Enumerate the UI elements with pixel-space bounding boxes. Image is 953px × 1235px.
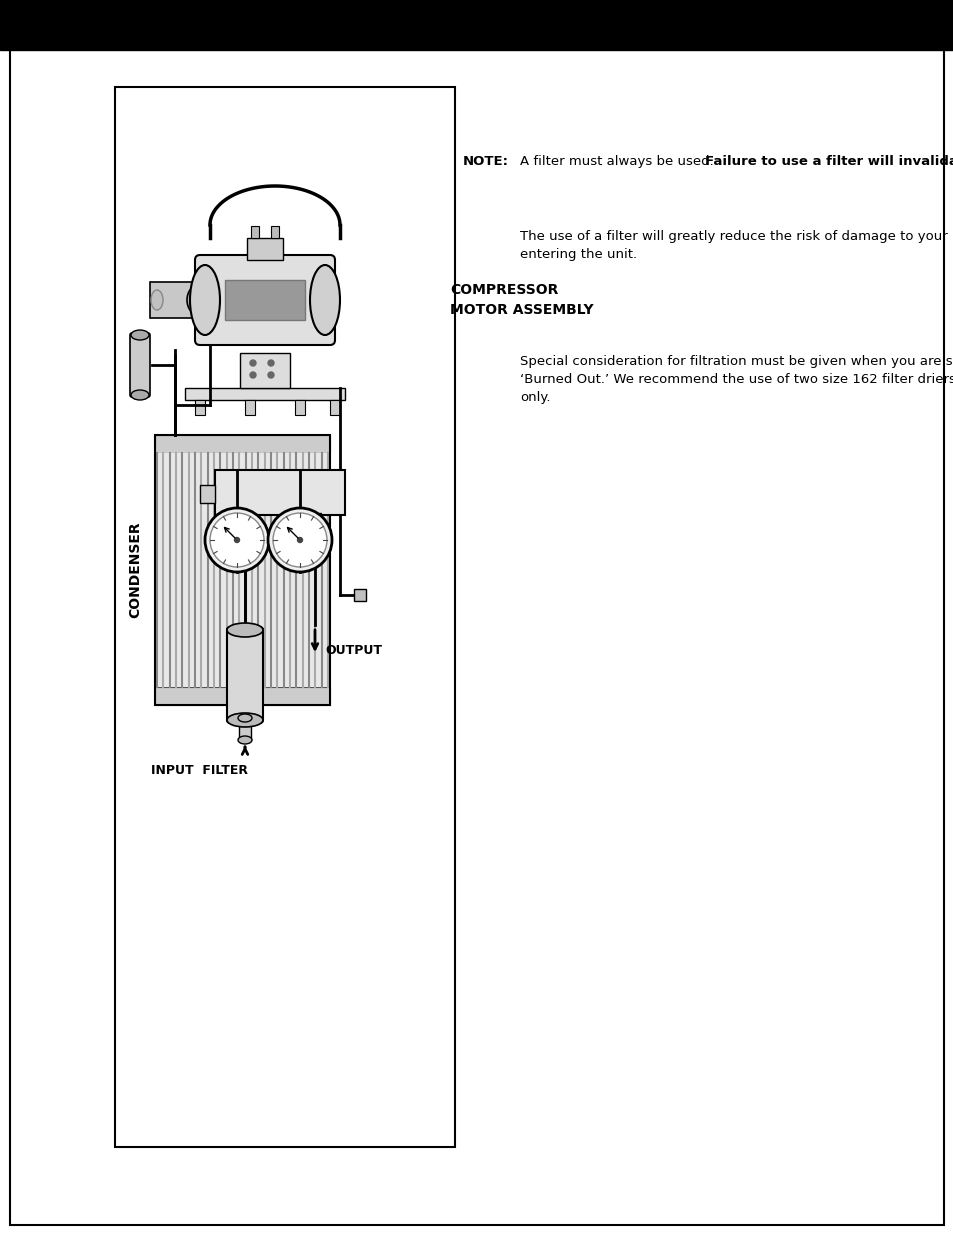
Bar xyxy=(185,388,345,400)
Bar xyxy=(245,400,254,415)
Bar xyxy=(194,400,205,415)
Ellipse shape xyxy=(131,330,149,340)
Ellipse shape xyxy=(237,714,252,722)
Bar xyxy=(239,513,251,535)
Text: CONDENSER: CONDENSER xyxy=(128,521,142,619)
Ellipse shape xyxy=(131,390,149,400)
Text: MOTOR ASSEMBLY: MOTOR ASSEMBLY xyxy=(450,303,593,317)
Bar xyxy=(354,589,366,601)
Text: COMPRESSOR: COMPRESSOR xyxy=(450,283,558,296)
Text: OUTPUT: OUTPUT xyxy=(325,643,381,657)
Text: Failure to use a filter will invalidate your warranty.: Failure to use a filter will invalidate … xyxy=(704,156,953,168)
Text: NOTE:: NOTE: xyxy=(462,156,509,168)
FancyBboxPatch shape xyxy=(227,627,263,722)
Circle shape xyxy=(205,508,269,572)
Circle shape xyxy=(210,513,264,567)
Ellipse shape xyxy=(187,287,207,314)
Bar xyxy=(309,513,320,535)
Circle shape xyxy=(268,359,274,366)
Ellipse shape xyxy=(190,266,220,335)
Bar xyxy=(330,400,339,415)
FancyBboxPatch shape xyxy=(194,254,335,345)
Ellipse shape xyxy=(151,290,163,310)
Circle shape xyxy=(250,359,255,366)
Text: Special consideration for filtration must be given when you are servicing a mach: Special consideration for filtration mus… xyxy=(519,354,953,404)
Bar xyxy=(251,226,258,238)
FancyBboxPatch shape xyxy=(130,333,150,396)
Ellipse shape xyxy=(310,266,339,335)
Bar xyxy=(200,485,214,503)
Bar xyxy=(271,226,278,238)
Bar xyxy=(154,687,330,705)
Circle shape xyxy=(234,537,239,542)
Circle shape xyxy=(297,537,302,542)
Bar xyxy=(115,86,455,1147)
Bar xyxy=(239,718,251,740)
Bar xyxy=(240,353,290,388)
Ellipse shape xyxy=(227,622,263,637)
Bar xyxy=(225,280,305,320)
Circle shape xyxy=(273,513,327,567)
Bar xyxy=(154,453,330,687)
Circle shape xyxy=(268,508,332,572)
Text: INPUT  FILTER: INPUT FILTER xyxy=(152,763,248,777)
Ellipse shape xyxy=(237,736,252,743)
Circle shape xyxy=(268,372,274,378)
Text: The use of a filter will greatly reduce the risk of damage to your Minimax by pr: The use of a filter will greatly reduce … xyxy=(519,230,953,261)
Bar xyxy=(214,471,345,515)
Bar xyxy=(294,400,305,415)
Circle shape xyxy=(250,372,255,378)
Text: A filter must always be used.: A filter must always be used. xyxy=(519,156,721,168)
Bar xyxy=(154,435,330,453)
Bar xyxy=(154,435,330,705)
Bar xyxy=(247,238,283,261)
Bar xyxy=(0,0,953,49)
Bar xyxy=(150,282,200,317)
Ellipse shape xyxy=(227,713,263,727)
